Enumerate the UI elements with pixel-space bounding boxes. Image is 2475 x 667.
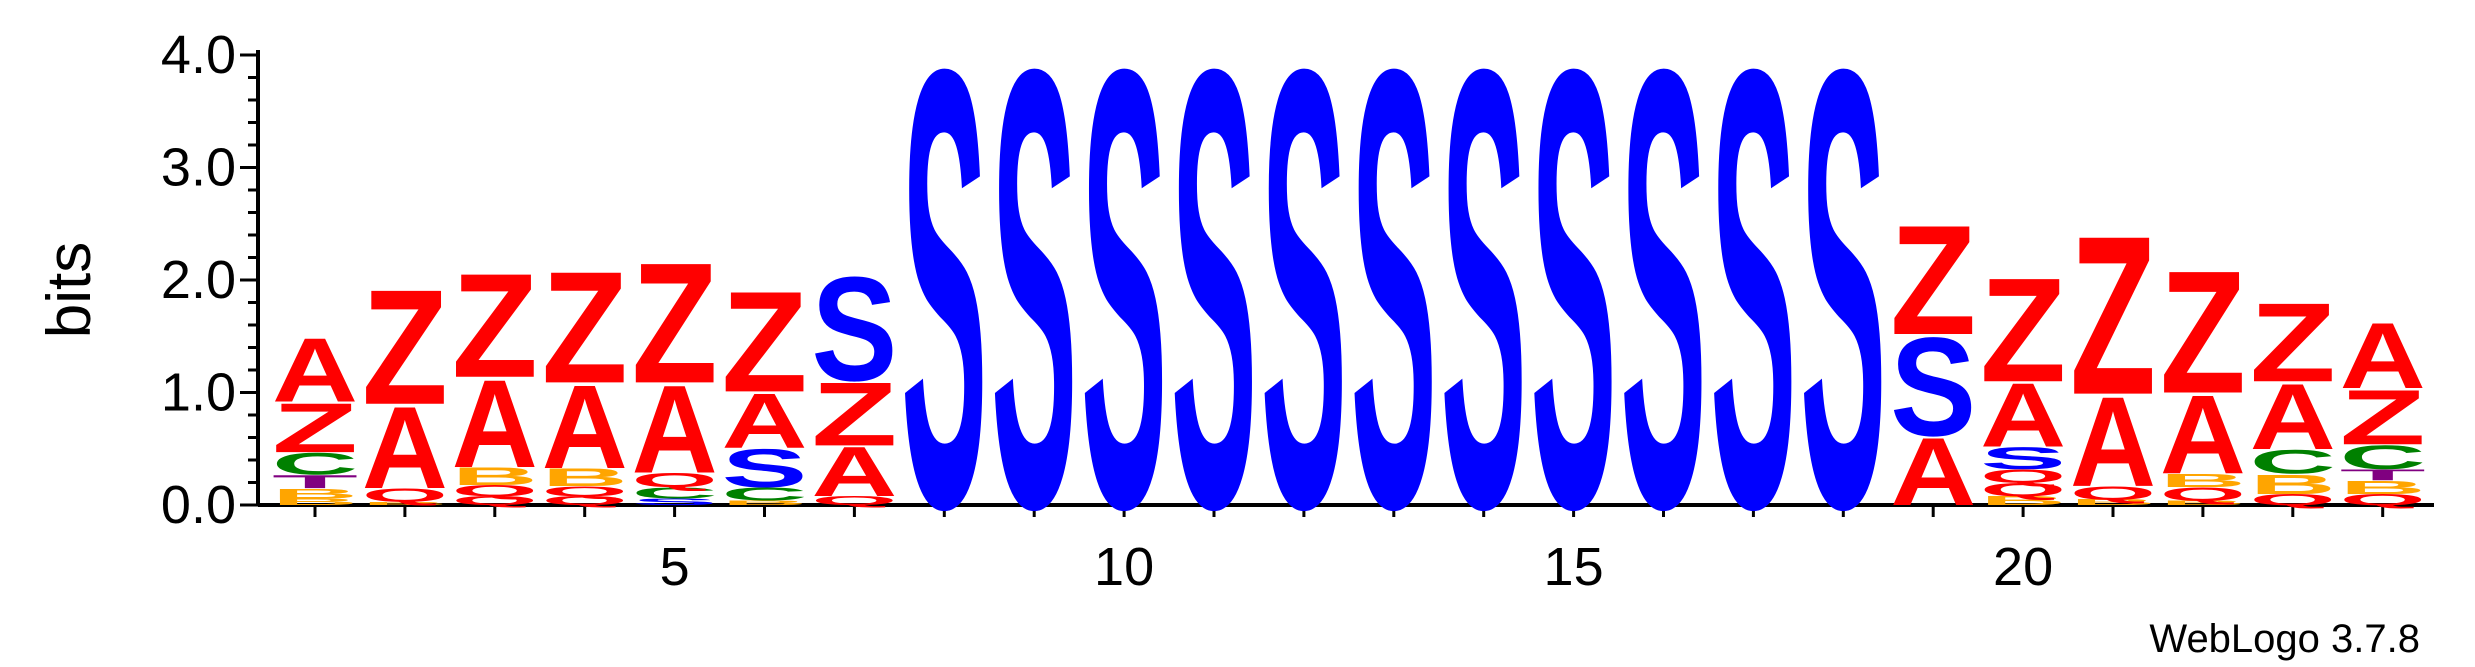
logo-letter-B-pos-4: B — [542, 464, 628, 492]
logo-letter-A-pos-20: A — [1980, 365, 2066, 466]
logo-letter-S-pos-14: S — [1441, 0, 1527, 638]
logo-letter-A-pos-22: A — [2160, 372, 2246, 498]
logo-letter-Q-pos-20: Q — [1980, 465, 2066, 486]
logo-letter-B-pos-1: B — [272, 497, 358, 507]
x-tick-label: 15 — [1544, 537, 1604, 597]
logo-letter-S-pos-9: S — [991, 0, 1077, 638]
logo-letter-C-pos-1: C — [272, 447, 358, 482]
logo-letter-Q-pos-21: Q — [2070, 482, 2156, 503]
y-axis-label: bits — [35, 242, 104, 338]
logo-letter-S-pos-6: S — [722, 437, 808, 498]
x-tick-label: 5 — [660, 537, 690, 597]
logo-letter-Q-pos-4: Q — [542, 483, 628, 499]
logo-letter-S-pos-20: S — [1980, 441, 2066, 476]
logo-letter-B-pos-2: B — [362, 501, 448, 506]
logo-letter-A-pos-7: A — [811, 432, 897, 511]
logo-letter-A-pos-1: A — [272, 320, 358, 421]
logo-letter-T-pos-1: T — [272, 471, 358, 492]
logo-letter-S-pos-12: S — [1261, 0, 1347, 638]
logo-letter-B-pos-24: B — [2340, 477, 2426, 498]
logo-letter-B-pos-20: B — [1980, 494, 2066, 508]
logo-letter-S-pos-18: S — [1800, 0, 1886, 638]
logo-letter-S-pos-8: S — [901, 0, 987, 638]
logo-letter-Z-pos-4: Z — [542, 238, 628, 416]
logo-letter-A-pos-19: A — [1890, 418, 1976, 526]
logo-letter-T-pos-24: T — [2340, 466, 2426, 483]
logo-letter-Z-pos-3: Z — [452, 242, 538, 408]
logo-letter-C-pos-24: C — [2340, 438, 2426, 476]
logo-letter-A-pos-24: A — [2340, 303, 2426, 408]
axes: 0.0 1.0 2.0 3.0 4.0 5 10 15 20 — [161, 25, 2434, 597]
x-tick-label: 10 — [1094, 537, 1154, 597]
logo-letter-Q-pos-5: Q — [632, 469, 718, 492]
logo-letter-A-pos-5: A — [632, 359, 718, 499]
logo-letter-Q-pos-3: Q — [452, 494, 538, 508]
y-tick-label: 1.0 — [161, 363, 236, 423]
logo-letter-Q-pos-4: Q — [542, 494, 628, 508]
logo-letter-C-pos-6: C — [721, 484, 807, 505]
logo-letter-S-pos-19: S — [1890, 308, 1976, 465]
logo-letter-Z-pos-21: Z — [2070, 188, 2156, 441]
logo-letter-B-pos-3: B — [452, 462, 538, 490]
logo-letter-Z-pos-7: Z — [811, 364, 897, 465]
logo-letter-Q-pos-3: Q — [452, 482, 538, 499]
logo-letter-Z-pos-20: Z — [1980, 247, 2066, 413]
logo-letter-S-pos-13: S — [1351, 0, 1437, 638]
logo-letter-C-pos-23: C — [2250, 443, 2336, 481]
logo-letter-C-pos-5: C — [632, 484, 718, 501]
y-tick-label: 0.0 — [161, 475, 236, 535]
logo-letter-S-pos-11: S — [1171, 0, 1257, 638]
logo-letter-Q-pos-22: Q — [2160, 483, 2246, 504]
logo-letter-A-pos-2: A — [362, 383, 448, 514]
logo-letter-A-pos-6: A — [722, 378, 808, 465]
logo-letter-Z-pos-1: Z — [272, 388, 358, 467]
logo-letter-A-pos-4: A — [542, 361, 628, 494]
logo-letter-Z-pos-24: Z — [2340, 374, 2426, 461]
y-tick-label: 4.0 — [161, 25, 236, 85]
weblogo-credit: WebLogo 3.7.8 — [2149, 617, 2420, 661]
logo-letter-S-pos-17: S — [1710, 0, 1796, 638]
logo-letter-A-pos-23: A — [2250, 364, 2336, 469]
logo-letter-B-pos-22: B — [2160, 470, 2246, 491]
logo-letter-S-pos-5: S — [632, 497, 718, 507]
logo-letter-B-pos-22: B — [2160, 499, 2246, 506]
logo-letter-Q-pos-7: Q — [811, 494, 897, 508]
logo-letter-A-pos-3: A — [452, 353, 538, 493]
logo-letter-Z-pos-2: Z — [362, 257, 448, 439]
y-tick-label: 3.0 — [161, 138, 236, 198]
logo-letter-Z-pos-22: Z — [2160, 234, 2246, 430]
logo-letter-B-pos-21: B — [2070, 498, 2156, 507]
logo-letter-Q-pos-23: Q — [2250, 491, 2336, 508]
logo-letter-S-pos-10: S — [1081, 0, 1167, 638]
logo-letter-Z-pos-19: Z — [1890, 192, 1976, 367]
logo-letter-Q-pos-24: Q — [2340, 491, 2426, 508]
logo-letter-S-pos-16: S — [1621, 0, 1707, 638]
logo-letter-A-pos-21: A — [2070, 371, 2156, 514]
logo-letter-S-pos-15: S — [1531, 0, 1617, 638]
logo-letter-Z-pos-5: Z — [632, 228, 718, 419]
logo-letter-B-pos-23: B — [2250, 469, 2336, 500]
logo-letter-S-pos-7: S — [811, 247, 897, 412]
y-tick-label: 2.0 — [161, 250, 236, 310]
logo-letter-Q-pos-2: Q — [362, 485, 448, 506]
x-tick-label: 20 — [1993, 537, 2053, 597]
logo-letter-Z-pos-6: Z — [722, 262, 808, 423]
logo-letter-B-pos-6: B — [722, 499, 808, 506]
logo-letter-Q-pos-20: Q — [1980, 479, 2066, 500]
logo-letter-Z-pos-23: Z — [2250, 280, 2336, 405]
logo-letter-B-pos-1: B — [272, 485, 358, 501]
